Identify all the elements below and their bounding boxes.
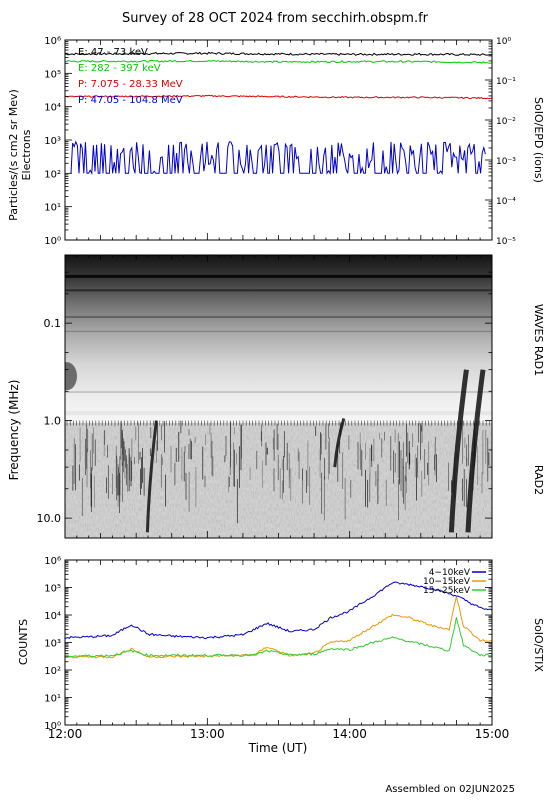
particle-series-line (65, 51, 492, 56)
particles-y-tick-label: 10⁵ (44, 69, 61, 80)
frequency-tick-label: 1.0 (44, 415, 62, 428)
particle-legend-entry: P: 47.05 - 104.8 MeV (78, 95, 183, 106)
particle-series-line (65, 94, 492, 100)
radio-burst (448, 369, 469, 533)
time-tick-label: 13:00 (190, 727, 225, 741)
rad1-band-line (65, 411, 492, 416)
particle-legend-entry: E: 47 - 73 keV (78, 47, 148, 58)
particles-ylabel: Particles/(s cm2 sr Mev) (7, 89, 20, 221)
particles-panel: 10⁰ 10¹ 10² 10³ 10⁴ 10⁵ 10⁶ 10⁻⁵ 10⁻⁴ 10⁻³ 10⁻² 10⁻… (7, 36, 545, 247)
footer-note: Assembled on 02JUN2025 (385, 784, 515, 795)
stix-y-tick-label: 10¹ (44, 694, 61, 705)
particles-y2-tick-label: 10⁰ (496, 37, 511, 47)
rad2-label: RAD2 (532, 465, 545, 495)
frequency-tick-label: 10.0 (37, 512, 62, 525)
particles-y-tick-label: 10⁰ (44, 236, 61, 247)
rad1-band (65, 255, 492, 423)
stix-right-label: SoIO/STIX (532, 618, 545, 672)
particle-legend-entry: E: 282 - 397 keV (78, 63, 161, 74)
particle-series-line (65, 59, 492, 64)
particles-y2-tick-label: 10⁻⁵ (496, 237, 516, 247)
rad1-label: WAVES RAD1 (532, 304, 545, 376)
frequency-ylabel: Frequency (MHz) (7, 380, 21, 481)
stix-ylabel: COUNTS (17, 619, 30, 665)
particle-series-line (70, 140, 486, 176)
particle-legend-entry: P: 7.075 - 28.33 MeV (78, 79, 183, 90)
stix-series-line (65, 617, 492, 658)
particles-y-tick-label: 10⁴ (44, 103, 61, 114)
stix-y-tick-label: 10⁵ (44, 584, 61, 595)
time-tick-label: 14:00 (332, 727, 367, 741)
rad1-band-line (65, 391, 492, 393)
stix-series-line (65, 581, 492, 640)
particles-y-tick-label: 10¹ (44, 203, 61, 214)
figure-title: Survey of 28 OCT 2024 from secchirh.obsp… (122, 11, 429, 26)
time-tick-label: 12:00 (48, 727, 83, 741)
stix-y-tick-label: 10⁴ (44, 611, 61, 622)
particles-y-tick-label: 10⁶ (44, 36, 61, 47)
radio-burst (465, 369, 486, 533)
particles-y2-tick-label: 10⁻⁴ (496, 197, 516, 207)
spectrogram-panel: 0.1 1.0 10.0 Frequency (MHz) WAVES RAD1 RA… (7, 254, 545, 539)
stix-y-tick-label: 10⁰ (44, 721, 61, 732)
stix-legend-entry: 15−25keV (423, 586, 471, 596)
rad1-band-line (65, 330, 492, 332)
particles-y2-tick-label: 10⁻¹ (496, 77, 516, 87)
particles-y2-tick-label: 10⁻³ (496, 157, 516, 167)
radio-burst (145, 420, 158, 533)
stix-y-tick-label: 10⁶ (44, 556, 61, 567)
radio-burst (333, 418, 346, 468)
rad1-edge-emission (65, 362, 77, 391)
time-tick-label: 15:00 (475, 727, 510, 741)
rad1-band-line (65, 274, 492, 278)
rad1-band-line (65, 316, 492, 318)
particles-y2-tick-label: 10⁻² (496, 117, 516, 127)
stix-legend-entry: 10−15keV (423, 577, 471, 587)
particles-y-tick-label: 10³ (44, 136, 61, 147)
particles-right-label: SoIO/EPD (ions) (532, 97, 545, 183)
particles-y-tick-label: 10² (44, 169, 61, 180)
stix-y-tick-label: 10³ (44, 639, 61, 650)
stix-panel: 10⁰ 10¹ 10² 10³ 10⁴ 10⁵ 10⁶ 4−10keV10−15keV15−… (17, 556, 545, 732)
time-axis-label: Time (UT) (248, 741, 308, 755)
frequency-tick-label: 0.1 (44, 317, 62, 330)
stix-y-tick-label: 10² (44, 666, 61, 677)
particles-ylabel-species: Electrons (20, 129, 33, 180)
rad1-band-line (65, 289, 492, 292)
stix-legend-entry: 4−10keV (429, 568, 471, 578)
time-axis: 12:00 13:00 14:00 15:00 (48, 727, 510, 741)
